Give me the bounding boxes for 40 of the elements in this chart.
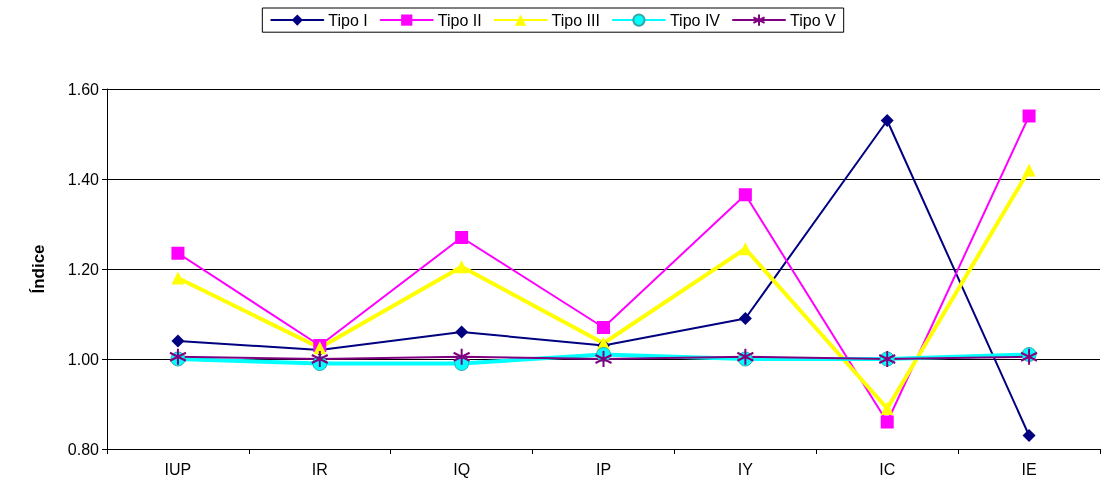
point bbox=[880, 415, 894, 429]
y-tick-label: 1.40 bbox=[67, 170, 100, 188]
point bbox=[738, 188, 752, 202]
x-tick-label: IQ bbox=[453, 460, 471, 478]
point bbox=[452, 347, 471, 366]
point bbox=[736, 347, 755, 366]
point bbox=[455, 325, 469, 339]
point bbox=[171, 334, 185, 348]
legend-label: Tipo IV bbox=[669, 11, 721, 29]
point bbox=[455, 231, 469, 244]
y-axis-title: Índice bbox=[29, 244, 48, 294]
point bbox=[168, 347, 187, 366]
point bbox=[171, 271, 185, 285]
point bbox=[1022, 163, 1036, 177]
point bbox=[738, 242, 752, 256]
point bbox=[1020, 347, 1039, 366]
legend-label: Tipo I bbox=[328, 11, 368, 29]
x-tick-label: IY bbox=[737, 460, 754, 478]
y-tick-label: 1.00 bbox=[67, 350, 100, 368]
x-tick-label: IP bbox=[595, 460, 612, 478]
x-tick-label: IUP bbox=[164, 460, 192, 478]
point bbox=[171, 246, 185, 260]
legend-label: Tipo II bbox=[437, 11, 482, 29]
point bbox=[455, 260, 469, 274]
point bbox=[1022, 429, 1036, 442]
x-tick-label: IE bbox=[1021, 460, 1037, 478]
point bbox=[597, 321, 610, 334]
point bbox=[1022, 109, 1036, 123]
y-tick-label: 1.20 bbox=[67, 260, 100, 278]
point bbox=[880, 402, 894, 415]
point bbox=[310, 350, 329, 368]
x-tick-label: IR bbox=[311, 460, 328, 478]
point bbox=[594, 350, 613, 368]
y-tick-label: 1.60 bbox=[67, 80, 100, 98]
y-tick-label: 0.80 bbox=[67, 440, 100, 458]
legend-label: Tipo V bbox=[790, 11, 836, 29]
legend-label: Tipo III bbox=[551, 11, 600, 29]
x-tick-label: IC bbox=[879, 460, 896, 478]
point bbox=[738, 312, 752, 325]
point bbox=[880, 114, 894, 127]
